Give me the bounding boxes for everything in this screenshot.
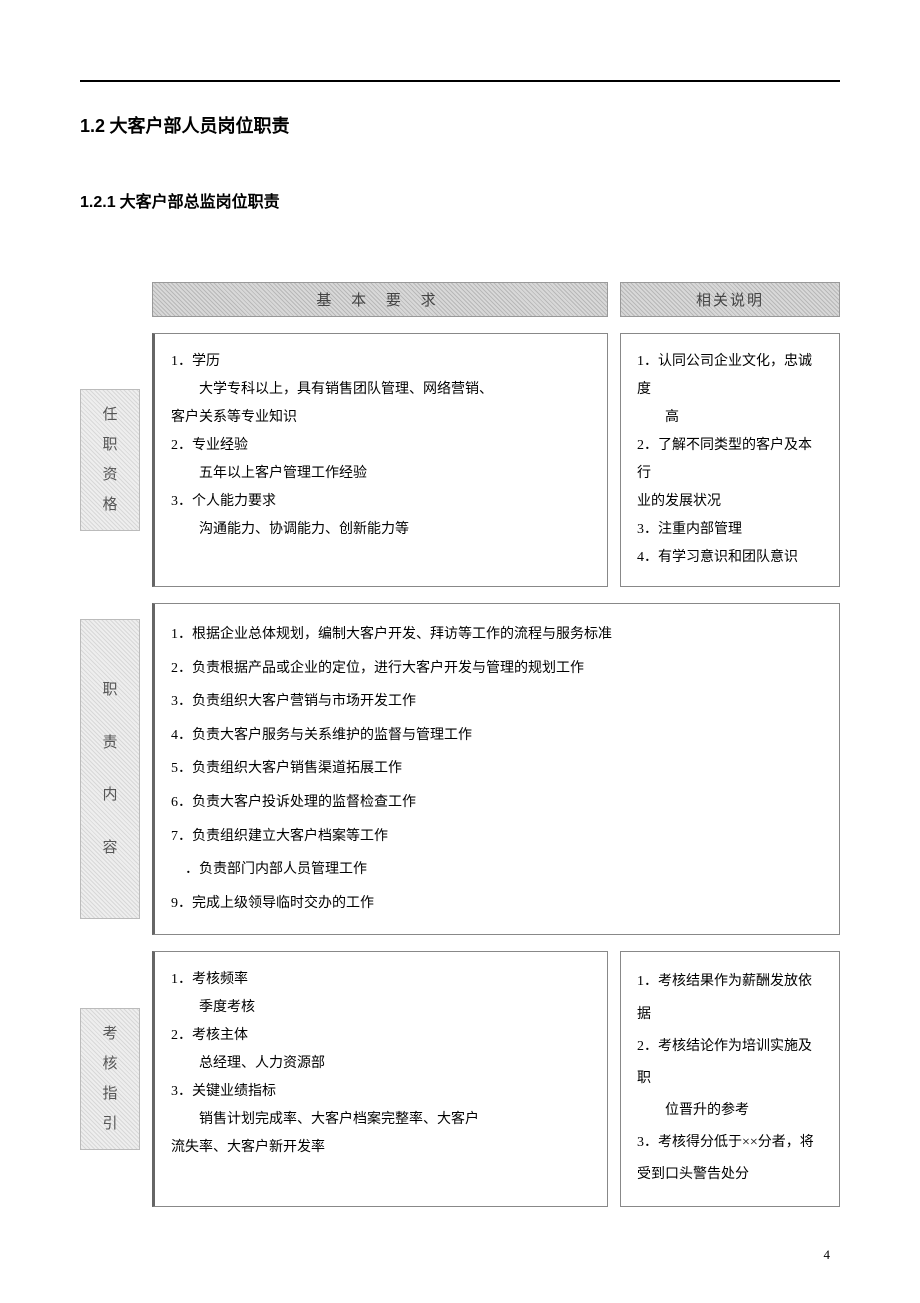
assessment-block: 考 核 指 引 1．考核频率 季度考核 2．考核主体 总经理、人力资源部 3．关… <box>80 951 840 1206</box>
header-row: 基 本 要 求 相关说明 <box>80 282 840 317</box>
label-char: 职 <box>102 430 117 460</box>
q-side-line: 4．有学习意识和团队意识 <box>637 544 823 572</box>
responsibility-label: 职 责 内 容 <box>80 619 140 919</box>
subsection-title-text: 大客户部总监岗位职责 <box>120 194 280 211</box>
q-side-line: 2．了解不同类型的客户及本行 <box>637 432 823 488</box>
q-line: 1．学历 <box>171 348 591 376</box>
q-side-line: 3．注重内部管理 <box>637 516 823 544</box>
a-line: 季度考核 <box>171 994 591 1022</box>
responsibility-content: 1．根据企业总体规划，编制大客户开发、拜访等工作的流程与服务标准 2．负责根据产… <box>152 603 840 935</box>
responsibility-block: 职 责 内 容 1．根据企业总体规划，编制大客户开发、拜访等工作的流程与服务标准… <box>80 603 840 935</box>
label-char: 格 <box>102 490 117 520</box>
r-line: 9．完成上级领导临时交办的工作 <box>171 887 823 921</box>
a-line: 1．考核频率 <box>171 966 591 994</box>
qualification-side-box: 1．认同公司企业文化，忠诚度 高 2．了解不同类型的客户及本行 业的发展状况 3… <box>620 333 840 587</box>
r-line: 5．负责组织大客户销售渠道拓展工作 <box>171 752 823 786</box>
label-char: 责 <box>102 717 117 770</box>
q-line: 3．个人能力要求 <box>171 488 591 516</box>
r-line: ．负责部门内部人员管理工作 <box>171 853 823 887</box>
q-side-line: 业的发展状况 <box>637 488 823 516</box>
a-side-line: 3．考核得分低于××分者，将 <box>637 1127 823 1159</box>
a-line: 总经理、人力资源部 <box>171 1050 591 1078</box>
a-line: 销售计划完成率、大客户档案完整率、大客户 <box>171 1106 591 1134</box>
label-char: 引 <box>102 1109 117 1139</box>
q-side-line: 高 <box>637 404 823 432</box>
q-line: 沟通能力、协调能力、创新能力等 <box>171 516 591 544</box>
section-number: 1.2 <box>80 116 105 136</box>
label-char: 指 <box>102 1079 117 1109</box>
subsection-title: 1.2.1 大客户部总监岗位职责 <box>80 188 840 212</box>
page-number: 4 <box>80 1247 840 1263</box>
q-side-line: 1．认同公司企业文化，忠诚度 <box>637 348 823 404</box>
label-char: 内 <box>102 769 117 822</box>
header-side: 相关说明 <box>620 282 840 317</box>
r-line: 6．负责大客户投诉处理的监督检查工作 <box>171 786 823 820</box>
a-line: 3．关键业绩指标 <box>171 1078 591 1106</box>
section-title: 1.2 大客户部人员岗位职责 <box>80 112 840 138</box>
label-char: 任 <box>102 400 117 430</box>
r-line: 3．负责组织大客户营销与市场开发工作 <box>171 685 823 719</box>
a-side-line: 1．考核结果作为薪酬发放依据 <box>637 966 823 1030</box>
a-line: 2．考核主体 <box>171 1022 591 1050</box>
label-char: 考 <box>102 1019 117 1049</box>
qualification-label-cell: 任 职 资 格 <box>80 333 140 587</box>
q-line: 客户关系等专业知识 <box>171 404 591 432</box>
r-line: 7．负责组织建立大客户档案等工作 <box>171 820 823 854</box>
assessment-content: 1．考核频率 季度考核 2．考核主体 总经理、人力资源部 3．关键业绩指标 销售… <box>152 951 840 1206</box>
assessment-side-box: 1．考核结果作为薪酬发放依据 2．考核结论作为培训实施及职 位晋升的参考 3．考… <box>620 951 840 1206</box>
q-line: 五年以上客户管理工作经验 <box>171 460 591 488</box>
a-side-line: 2．考核结论作为培训实施及职 <box>637 1031 823 1095</box>
label-char: 容 <box>102 822 117 875</box>
assessment-main-box: 1．考核频率 季度考核 2．考核主体 总经理、人力资源部 3．关键业绩指标 销售… <box>152 951 608 1206</box>
qualification-main-box: 1．学历 大学专科以上，具有销售团队管理、网络营销、 客户关系等专业知识 2．专… <box>152 333 608 587</box>
responsibility-label-cell: 职 责 内 容 <box>80 603 140 935</box>
q-line: 大学专科以上，具有销售团队管理、网络营销、 <box>171 376 591 404</box>
r-line: 4．负责大客户服务与关系维护的监督与管理工作 <box>171 719 823 753</box>
label-char: 职 <box>102 664 117 717</box>
label-char: 核 <box>102 1049 117 1079</box>
label-char: 资 <box>102 460 117 490</box>
header-spacer <box>80 282 140 317</box>
a-side-line: 受到口头警告处分 <box>637 1159 823 1191</box>
a-side-line: 位晋升的参考 <box>637 1095 823 1127</box>
qualification-label: 任 职 资 格 <box>80 389 140 531</box>
q-line: 2．专业经验 <box>171 432 591 460</box>
r-line: 2．负责根据产品或企业的定位，进行大客户开发与管理的规划工作 <box>171 652 823 686</box>
header-main: 基 本 要 求 <box>152 282 608 317</box>
qualification-content: 1．学历 大学专科以上，具有销售团队管理、网络营销、 客户关系等专业知识 2．专… <box>152 333 840 587</box>
qualification-block: 任 职 资 格 1．学历 大学专科以上，具有销售团队管理、网络营销、 客户关系等… <box>80 333 840 587</box>
r-line: 1．根据企业总体规划，编制大客户开发、拜访等工作的流程与服务标准 <box>171 618 823 652</box>
assessment-label: 考 核 指 引 <box>80 1008 140 1150</box>
responsibility-box: 1．根据企业总体规划，编制大客户开发、拜访等工作的流程与服务标准 2．负责根据产… <box>152 603 840 935</box>
section-title-text: 大客户部人员岗位职责 <box>110 116 290 136</box>
assessment-label-cell: 考 核 指 引 <box>80 951 140 1206</box>
subsection-number: 1.2.1 <box>80 194 116 211</box>
a-line: 流失率、大客户新开发率 <box>171 1134 591 1162</box>
top-rule <box>80 80 840 82</box>
